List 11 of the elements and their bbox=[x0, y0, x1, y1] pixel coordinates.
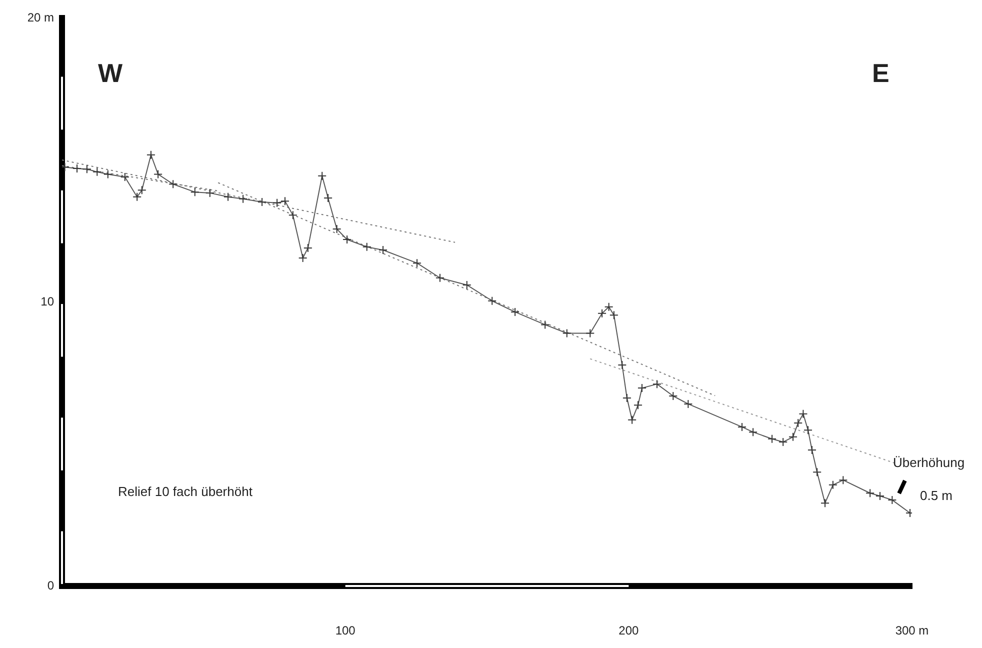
y-tick-label: 10 bbox=[40, 294, 54, 308]
y-tick-label: 20 m bbox=[27, 10, 54, 24]
annotation: Überhöhung bbox=[893, 455, 965, 470]
y-tick-label: 0 bbox=[47, 578, 54, 592]
text: 0.5 m bbox=[920, 488, 953, 503]
annotation: W bbox=[98, 58, 123, 89]
x-tick-label: 300 m bbox=[895, 624, 929, 638]
annotation: E bbox=[872, 58, 890, 89]
annotation: Relief 10 fach überhöht bbox=[118, 484, 252, 499]
x-tick-label: 200 bbox=[618, 624, 639, 638]
x-tick-label: 100 bbox=[335, 624, 356, 638]
